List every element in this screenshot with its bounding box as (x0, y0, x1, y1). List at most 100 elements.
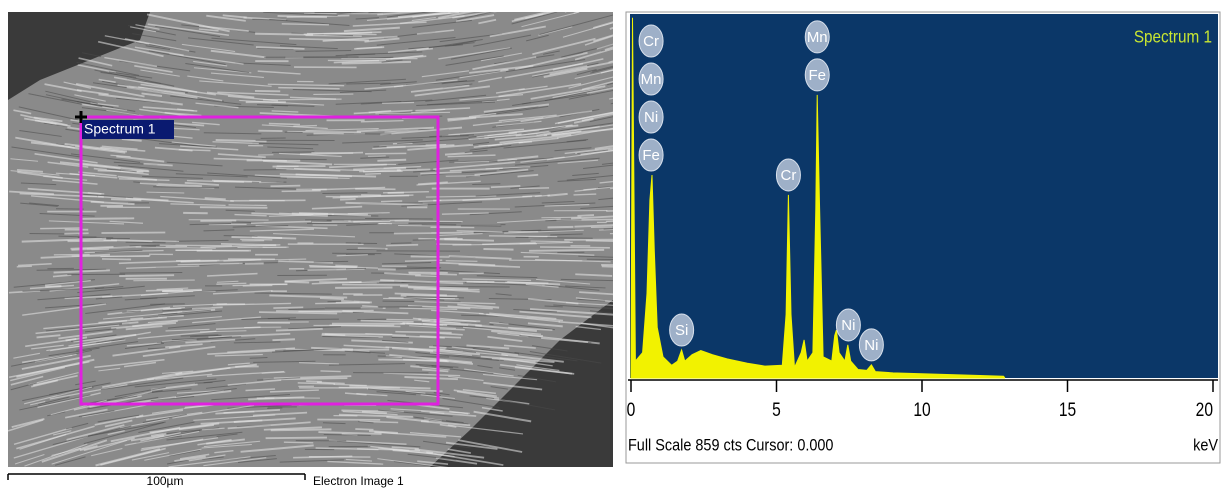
texture-streak (519, 188, 549, 189)
screen: Spectrum 1 100µm Electron Image 1 0 5 10 15… (0, 0, 1222, 489)
peak-label: Ni (644, 109, 658, 126)
peak-label: Mn (807, 29, 828, 46)
texture-streak (17, 266, 32, 267)
scale-label: 100µm (147, 474, 184, 488)
texture-streak (240, 239, 272, 240)
texture-streak (377, 160, 406, 161)
footer: Full Scale 859 cts Cursor: 0.000 (628, 436, 834, 454)
texture-streak (346, 268, 366, 269)
texture-streak (278, 16, 327, 17)
texture-streak (120, 272, 183, 273)
texture-streak (111, 199, 141, 200)
texture-streak (382, 103, 414, 104)
texture-streak (282, 191, 321, 192)
texture-streak (200, 207, 268, 208)
texture-streak (305, 35, 361, 36)
texture-streak (320, 298, 344, 299)
texture-streak (531, 241, 570, 242)
image-caption: Electron Image 1 (313, 474, 404, 488)
texture-streak (306, 381, 322, 382)
series-name: Spectrum 1 (1134, 27, 1212, 47)
texture-streak (320, 371, 340, 372)
texture-streak (102, 259, 131, 260)
x-tick-label: 15 (1059, 399, 1076, 421)
x-axis-label: keV (1193, 436, 1218, 454)
page: Spectrum 1 100µm Electron Image 1 0 5 10 15… (0, 0, 1222, 489)
peak-label: Ni (864, 337, 878, 354)
texture-streak (342, 285, 408, 286)
texture-streak (529, 250, 604, 251)
texture-streak (228, 205, 266, 206)
peak-label: Si (675, 322, 688, 339)
texture-streak (322, 334, 393, 335)
texture-streak (394, 233, 474, 234)
texture-streak (446, 176, 480, 177)
texture-streak (541, 217, 581, 218)
texture-streak (273, 307, 303, 308)
texture-streak (355, 429, 373, 430)
texture-streak (440, 329, 465, 330)
peak-label: Mn (641, 71, 662, 88)
peak-label: Cr (643, 33, 659, 50)
plot-area (630, 14, 1218, 378)
texture-streak (293, 126, 317, 127)
x-tick-label: 10 (913, 399, 930, 421)
texture-streak (160, 245, 232, 246)
texture-streak (386, 245, 418, 246)
texture-streak (101, 232, 165, 233)
texture-streak (415, 276, 439, 277)
texture-streak (448, 0, 519, 12)
texture-streak (395, 332, 451, 333)
texture-streak (446, 261, 478, 262)
texture-streak (391, 243, 411, 244)
texture-streak (146, 290, 183, 291)
peak-label: Fe (642, 147, 660, 164)
texture-streak (119, 275, 174, 276)
region-label: Spectrum 1 (84, 121, 156, 137)
x-tick-label: 5 (772, 399, 781, 421)
texture-streak (314, 261, 348, 262)
peak-label: Fe (808, 67, 826, 84)
peak-label: Ni (841, 317, 855, 334)
texture-streak (574, 0, 648, 13)
texture-streak (362, 306, 378, 307)
texture-streak (436, 244, 471, 245)
texture-streak (543, 0, 604, 12)
texture-streak (565, 0, 632, 12)
texture-streak (270, 186, 300, 187)
texture-streak (548, 227, 574, 228)
texture-streak (284, 442, 313, 443)
x-tick-label: 20 (1196, 399, 1213, 421)
texture-streak (540, 247, 610, 248)
texture-streak (133, 280, 194, 281)
texture-streak (340, 199, 356, 200)
texture-streak (45, 286, 61, 287)
texture-streak (574, 194, 597, 195)
texture-streak (335, 265, 357, 266)
texture-streak (395, 221, 463, 222)
texture-streak (298, 383, 335, 384)
texture-streak (150, 304, 185, 305)
texture-streak (577, 215, 594, 216)
texture-streak (271, 429, 332, 430)
texture-streak (216, 283, 246, 284)
electron-image (8, 0, 677, 470)
texture-streak (262, 159, 327, 160)
texture-streak (413, 240, 435, 241)
texture-streak (80, 218, 134, 219)
texture-streak (266, 438, 327, 439)
texture-streak (269, 124, 300, 125)
x-tick-label: 0 (627, 399, 636, 421)
texture-streak (40, 228, 81, 229)
texture-streak (472, 184, 500, 185)
texture-streak (272, 339, 294, 340)
texture-streak (381, 201, 402, 202)
texture-streak (365, 174, 381, 175)
texture-streak (586, 241, 629, 242)
peak-label: Cr (781, 167, 797, 184)
texture-streak (397, 170, 430, 171)
texture-streak (368, 7, 436, 13)
texture-streak (126, 242, 166, 243)
texture-streak (255, 34, 313, 35)
texture-streak (489, 236, 557, 237)
